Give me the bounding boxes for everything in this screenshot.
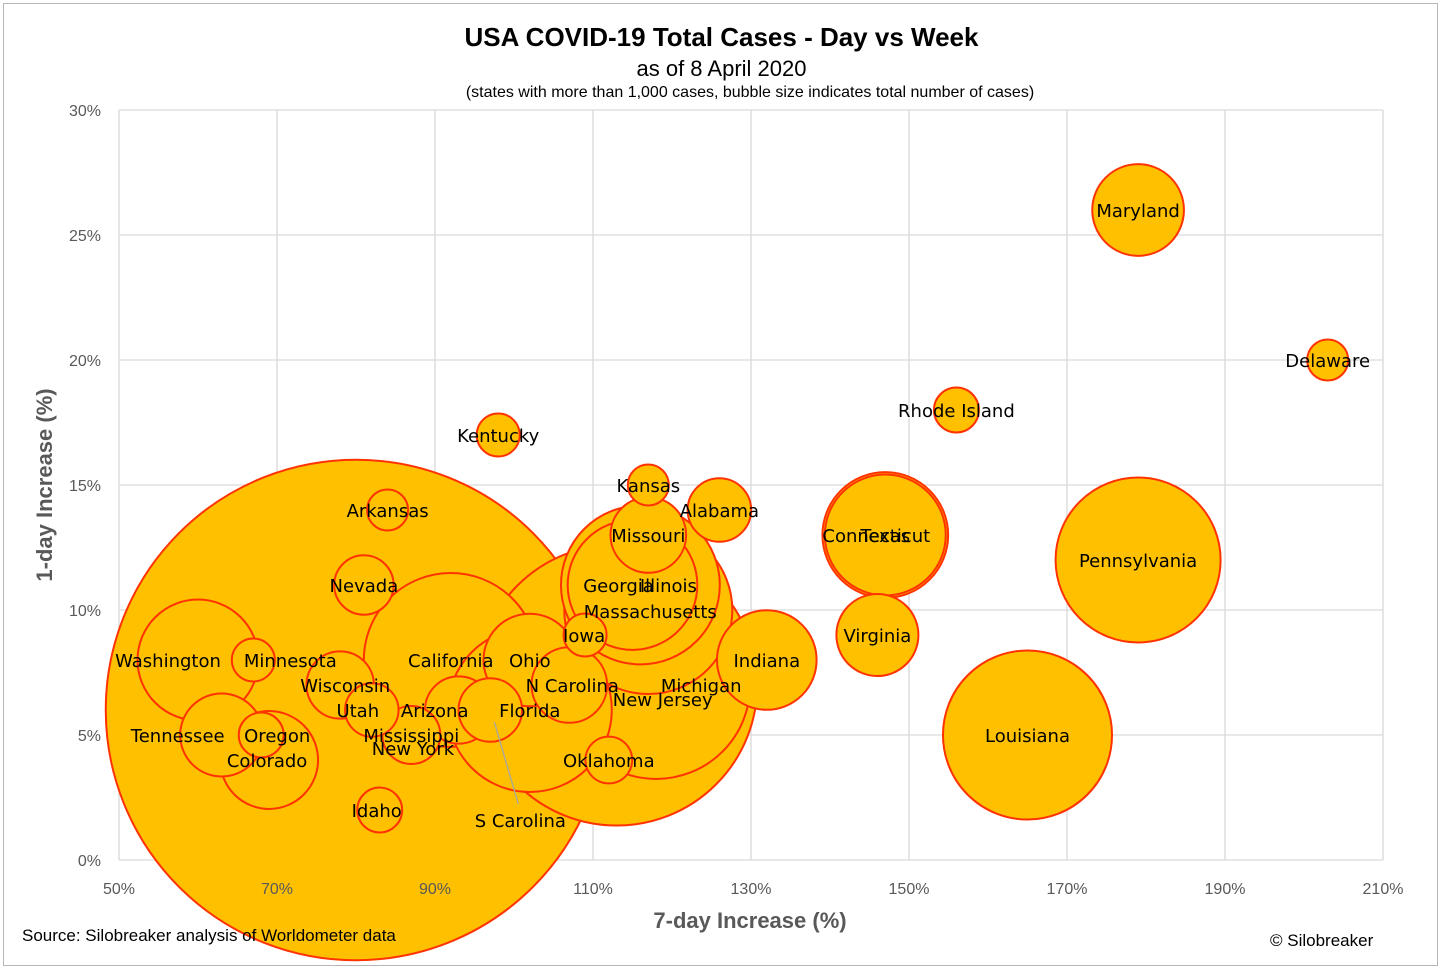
chart-subtitle: as of 8 April 2020 (636, 56, 807, 81)
y-tick-label: 0% (78, 853, 101, 870)
point-label-tennessee: Tennessee (130, 726, 225, 747)
y-tick-label: 15% (69, 478, 101, 495)
x-tick-label: 150% (889, 881, 930, 898)
y-tick-label: 30% (69, 103, 101, 120)
bubble-virginia (835, 593, 920, 677)
point-label-new-jersey: New Jersey (613, 690, 713, 711)
point-label-idaho: Idaho (352, 801, 402, 822)
tick-labels: 50% 70% 90% 110% 130% 150% 170% 190% 210% 0% 5% 10%… (69, 103, 1403, 898)
point-label-nevada: Nevada (330, 576, 399, 597)
bubble-arkansas (366, 488, 410, 532)
point-label-connecticut: Connecticut (822, 526, 930, 547)
bubble-s-carolina (457, 677, 524, 743)
leader-lines (493, 721, 519, 805)
point-label-wisconsin: Wisconsin (300, 676, 390, 697)
point-label-minnesota: Minnesota (244, 651, 337, 672)
bubble-kentucky (475, 412, 521, 458)
bubbles (104, 163, 1350, 962)
point-label-colorado: Colorado (227, 751, 307, 772)
bubble-alabama (686, 477, 753, 543)
leader-line (493, 721, 519, 805)
chart-title: USA COVID-19 Total Cases - Day vs Week (464, 22, 979, 52)
source-note: Source: Silobreaker analysis of Worldome… (22, 926, 396, 945)
point-label-michigan: Michigan (661, 676, 742, 697)
bubble-idaho (356, 786, 404, 834)
x-tick-label: 170% (1047, 881, 1088, 898)
y-tick-label: 10% (69, 603, 101, 620)
bubble-louisiana (941, 649, 1114, 821)
point-label-indiana: Indiana (733, 651, 800, 672)
y-axis-title: 1-day Increase (%) (32, 388, 57, 581)
x-tick-label: 50% (103, 881, 135, 898)
bubble-minnesota (230, 637, 276, 683)
point-label-kansas: Kansas (616, 476, 680, 497)
x-tick-label: 110% (573, 881, 613, 898)
point-label-new-york: New York (372, 739, 455, 760)
point-label-massachusetts: Massachusetts (584, 602, 717, 623)
bubble-oregon (237, 711, 285, 759)
point-label-utah: Utah (336, 701, 379, 722)
bubble-oklahoma (584, 735, 634, 785)
point-label-california: California (408, 651, 493, 672)
point-label-pennsylvania: Pennsylvania (1079, 551, 1197, 572)
point-label-oregon: Oregon (244, 726, 310, 747)
point-label-mississippi: Mississippi (363, 726, 459, 747)
point-label-iowa: Iowa (563, 626, 605, 647)
x-tick-label: 210% (1363, 881, 1404, 898)
x-tick-label: 70% (261, 881, 293, 898)
bubble-maryland (1091, 163, 1185, 257)
y-tick-label: 20% (69, 353, 101, 370)
point-label-kentucky: Kentucky (457, 426, 540, 447)
x-axis-title: 7-day Increase (%) (653, 908, 846, 933)
chart-note: (states with more than 1,000 cases, bubb… (465, 84, 1035, 101)
bubble-indiana (716, 609, 818, 711)
bubble-utah (344, 682, 400, 738)
point-label-alabama: Alabama (680, 501, 759, 522)
point-label-georgia: Georgia (583, 576, 654, 597)
point-label-rhode-island: Rhode Island (898, 401, 1015, 422)
point-label-texas: Texas (859, 526, 910, 547)
point-label-ohio: Ohio (509, 651, 551, 672)
bubble-rhode-island (932, 386, 980, 434)
point-label-arizona: Arizona (401, 701, 469, 722)
bubble-iowa (562, 612, 608, 658)
bubble-nevada (333, 554, 395, 616)
bubble-pennsylvania (1054, 476, 1222, 644)
point-label-oklahoma: Oklahoma (563, 751, 655, 772)
point-label-louisiana: Louisiana (985, 726, 1070, 747)
point-label-virginia: Virginia (843, 626, 911, 647)
x-tick-label: 190% (1205, 881, 1246, 898)
point-label-missouri: Missouri (611, 526, 685, 547)
bubble-delaware (1306, 338, 1350, 382)
point-labels: Maryland Delaware Rhode Island Kentucky Kans… (115, 201, 1370, 832)
bubble-kansas (626, 463, 670, 507)
y-tick-label: 25% (69, 228, 101, 245)
point-label-illinois: Illinois (640, 576, 697, 597)
point-label-arkansas: Arkansas (347, 501, 429, 522)
x-tick-label: 90% (419, 881, 451, 898)
point-label-delaware: Delaware (1285, 351, 1370, 372)
point-label-florida: Florida (499, 701, 560, 722)
point-label-n-carolina: N Carolina (526, 676, 619, 697)
point-label-s-carolina: S Carolina (475, 811, 566, 832)
point-label-washington: Washington (115, 651, 221, 672)
point-label-maryland: Maryland (1096, 201, 1179, 222)
x-tick-label: 130% (731, 881, 772, 898)
y-tick-label: 5% (78, 728, 101, 745)
copyright-note: © Silobreaker (1270, 931, 1374, 950)
